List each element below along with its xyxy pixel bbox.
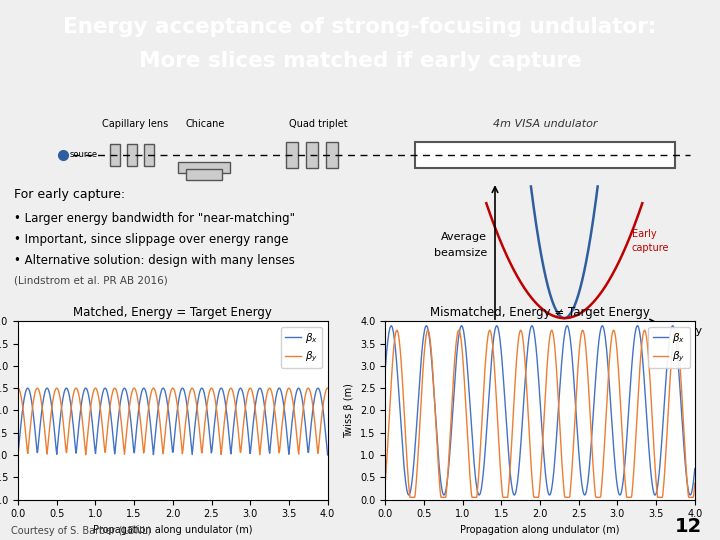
Bar [326,142,338,168]
X-axis label: Propagation along undulator (m): Propagation along undulator (m) [93,525,253,535]
X-axis label: Propagation along undulator (m): Propagation along undulator (m) [460,525,620,535]
Text: Energy acceptance of strong-focusing undulator:: Energy acceptance of strong-focusing und… [63,17,657,37]
Text: Energy: Energy [664,326,703,336]
Text: beamsize: beamsize [433,248,487,258]
Bar [144,144,154,166]
Text: source: source [70,150,98,159]
Text: (Lindstrom et al. PR AB 2016): (Lindstrom et al. PR AB 2016) [14,275,168,285]
Text: Chicane: Chicane [185,119,225,129]
Text: • Larger energy bandwidth for "near-matching": • Larger energy bandwidth for "near-matc… [14,212,295,225]
Bar [306,142,318,168]
Title: Matched, Energy = Target Energy: Matched, Energy = Target Energy [73,306,272,319]
Title: Mismatched, Energy ≠ Target Energy: Mismatched, Energy ≠ Target Energy [430,306,650,319]
Text: • Alternative solution: design with many lenses: • Alternative solution: design with many… [14,254,295,267]
Text: Courtesy of S. Barber (LBNL): Courtesy of S. Barber (LBNL) [11,525,151,536]
Bar [286,142,298,168]
Bar [415,142,675,168]
Text: For early capture:: For early capture: [14,188,125,201]
Legend: $\beta_x$, $\beta_y$: $\beta_x$, $\beta_y$ [649,327,690,368]
Bar [178,162,230,173]
Text: 12: 12 [675,517,702,536]
Bar [186,169,222,180]
Text: More slices matched if early capture: More slices matched if early capture [139,51,581,71]
Text: Quad triplet: Quad triplet [289,119,347,129]
Text: Capillary lens: Capillary lens [102,119,168,129]
Text: • Important, since slippage over energy range: • Important, since slippage over energy … [14,233,289,246]
Y-axis label: Twiss β (m): Twiss β (m) [344,383,354,438]
Bar [127,144,137,166]
Text: Early
capture: Early capture [632,230,670,253]
Legend: $\beta_x$, $\beta_y$: $\beta_x$, $\beta_y$ [282,327,323,368]
Text: 4m VISA undulator: 4m VISA undulator [492,119,598,129]
Bar [110,144,120,166]
Text: Average: Average [441,232,487,242]
